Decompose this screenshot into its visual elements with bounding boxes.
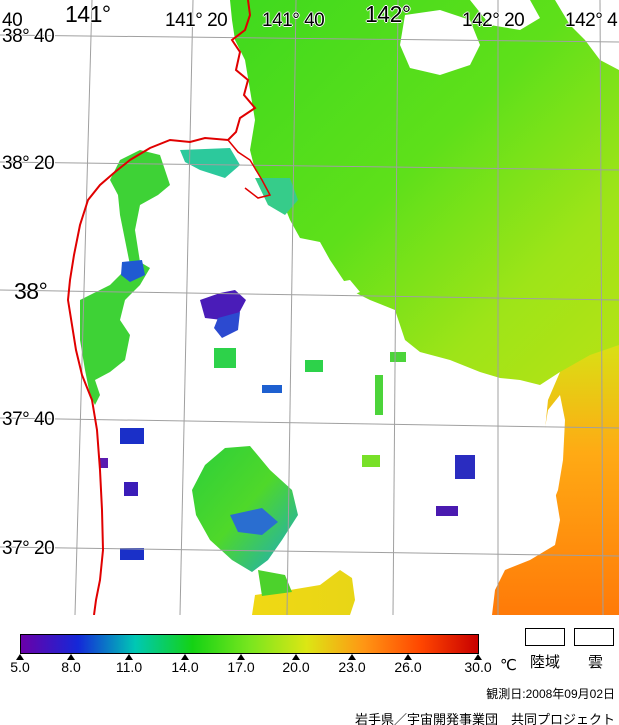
scale-label: 26.0 (394, 659, 422, 675)
sst-patch-d (120, 428, 144, 444)
sst-patch-c (262, 385, 282, 393)
sst-patch-l (390, 352, 406, 362)
cloud-hole-5 (543, 395, 565, 505)
observation-date: 観測日:2008年09月02日 (486, 687, 615, 701)
latitude-label-37-40: 37° 40 (2, 409, 55, 430)
cloud-hole-1 (400, 10, 480, 75)
latitude-label-38: 38° (14, 278, 48, 304)
cloud-hole-3 (555, 0, 619, 70)
coastline (66, 0, 257, 615)
temperature-unit: ℃ (500, 657, 517, 674)
longitude-label-141-20: 141° 20 (165, 10, 228, 31)
land-legend-swatch (525, 628, 565, 646)
colorbar-tick (348, 654, 356, 660)
scale-label: 11.0 (115, 659, 143, 675)
scale-label: 14.0 (171, 659, 199, 675)
sst-central-cold (230, 508, 278, 535)
credit-line: 岩手県／宇宙開発事業団 共同プロジェクト (354, 712, 615, 725)
sst-patch-a (214, 348, 236, 368)
scale-label: 30.0 (464, 659, 492, 675)
sst-field-northeast (230, 0, 619, 385)
sst-cold-spot-2 (200, 290, 246, 320)
colorbar-tick (181, 654, 189, 660)
scale-label: 23.0 (338, 659, 366, 675)
longitude-label-141-40: 141° 40 (262, 10, 325, 31)
temperature-colorbar (20, 634, 479, 654)
cloud-legend-label: 雲 (588, 654, 604, 671)
sst-patch-k (375, 375, 383, 415)
longitude-label-142: 142° (365, 1, 411, 27)
colorbar-tick (474, 654, 482, 660)
sst-patch-e (100, 458, 108, 468)
scale-label: 17.0 (227, 659, 255, 675)
scale-label: 20.0 (282, 659, 310, 675)
latitude-label-37-20: 37° 20 (2, 538, 55, 559)
colorbar-tick (67, 654, 75, 660)
colorbar-tick (16, 654, 24, 660)
sst-cold-spot-1 (121, 260, 145, 282)
cloud-legend-swatch (574, 628, 614, 646)
sea-surface-temperature-map (0, 0, 619, 615)
longitude-label-142-20: 142° 20 (462, 10, 525, 31)
colorbar-tick (292, 654, 300, 660)
sst-patch-i (436, 506, 458, 516)
longitude-label-141: 141° (65, 1, 111, 27)
land-legend-label: 陸域 (530, 654, 561, 671)
sst-patch-f (124, 482, 138, 496)
graticule (0, 0, 619, 615)
colorbar-tick (125, 654, 133, 660)
corner-label: 40 (2, 10, 23, 31)
cloud-hole-2 (470, 0, 540, 30)
longitude-label-142-40: 142° 4 (565, 10, 618, 31)
sst-cold-spot-2-fringe (214, 312, 240, 338)
scale-label: 8.0 (61, 659, 81, 675)
sst-south-patch (252, 570, 355, 615)
cloud-hole-4 (322, 280, 360, 298)
colorbar-tick (237, 654, 245, 660)
sst-central-patch (192, 446, 298, 572)
sst-patch-g (120, 548, 144, 560)
sst-patch-j (362, 455, 380, 467)
sst-northbay-patch (180, 148, 240, 178)
latitude-label-38-40: 38° 40 (2, 26, 55, 47)
sst-patch-h (455, 455, 475, 479)
scale-label: 5.0 (10, 659, 30, 675)
sst-patch-b (305, 360, 323, 372)
latitude-label-38-20: 38° 20 (2, 153, 55, 174)
sst-south-patch-green (258, 570, 292, 596)
coastline-detail (227, 139, 272, 199)
colorbar-tick (404, 654, 412, 660)
